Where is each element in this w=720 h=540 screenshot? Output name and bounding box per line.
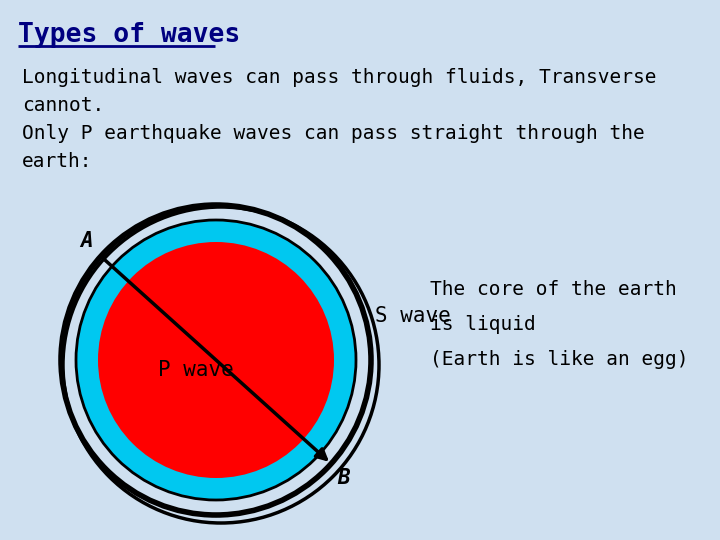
Circle shape bbox=[76, 220, 356, 500]
Text: Types of waves: Types of waves bbox=[18, 22, 240, 48]
Circle shape bbox=[98, 242, 334, 478]
Text: earth:: earth: bbox=[22, 152, 92, 171]
Text: B: B bbox=[337, 468, 350, 488]
Text: S wave: S wave bbox=[375, 307, 451, 327]
Text: Only P earthquake waves can pass straight through the: Only P earthquake waves can pass straigh… bbox=[22, 124, 644, 143]
Text: P wave: P wave bbox=[158, 360, 234, 380]
Text: (Earth is like an egg): (Earth is like an egg) bbox=[430, 350, 688, 369]
Text: cannot.: cannot. bbox=[22, 96, 104, 115]
Text: is liquid: is liquid bbox=[430, 315, 536, 334]
Text: The core of the earth: The core of the earth bbox=[430, 280, 677, 299]
Text: Longitudinal waves can pass through fluids, Transverse: Longitudinal waves can pass through flui… bbox=[22, 68, 657, 87]
Text: A: A bbox=[80, 231, 93, 251]
